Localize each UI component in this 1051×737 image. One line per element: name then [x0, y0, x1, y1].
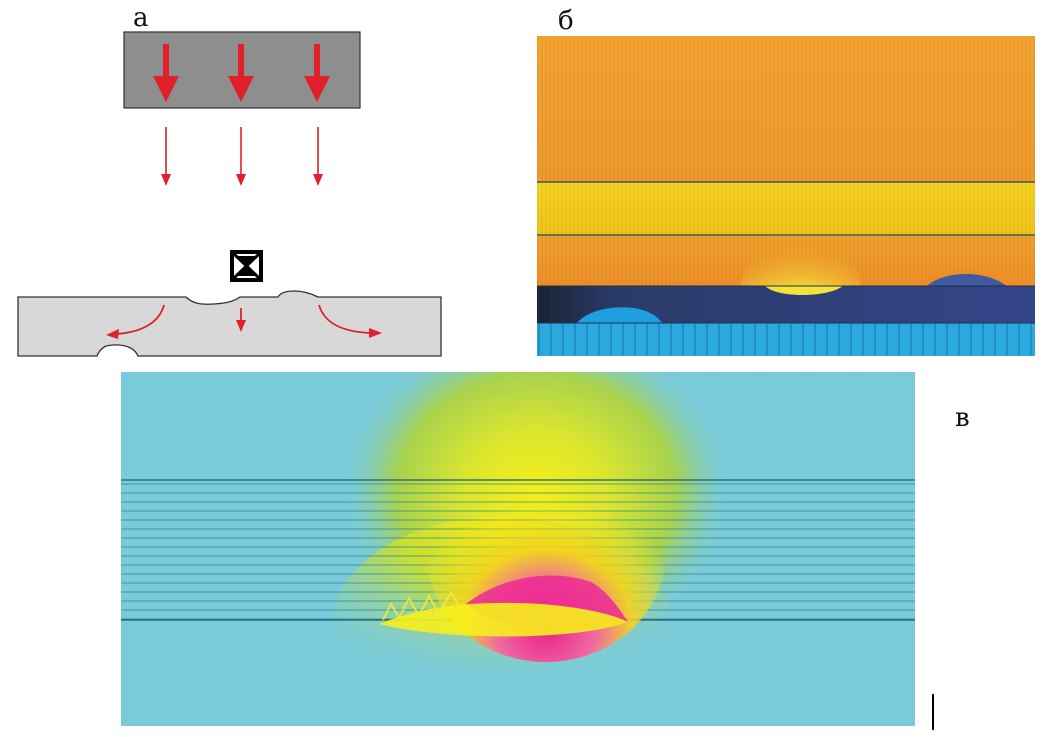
panel-v-field-map [121, 372, 915, 726]
specimen-plate [17, 290, 442, 357]
defect-right-top [927, 273, 1007, 286]
scale-tick-mark [932, 694, 934, 730]
flux-arrow-left [161, 127, 171, 186]
defect-arrows [106, 304, 382, 339]
flux-arrow-right [313, 127, 323, 186]
panel-b-simulation [537, 36, 1035, 356]
defect-edge-ripples [382, 589, 462, 621]
defect-mid-top [765, 286, 843, 295]
panel-label-v: в [955, 403, 970, 433]
defect-arrow-left-curve [106, 304, 165, 339]
source-arrow-center [228, 44, 254, 102]
flux-arrows [161, 127, 323, 186]
panel-label-b: б [558, 6, 574, 36]
crossed-box-icon [230, 250, 263, 282]
source-arrow-right [304, 44, 330, 102]
panel-a-schematic [17, 31, 442, 357]
defect-arrow-right-curve [318, 304, 382, 338]
flux-arrow-center [236, 127, 246, 186]
defect-arrow-center [236, 308, 246, 332]
panel-label-a: а [133, 3, 149, 33]
defect-left-bottom [577, 307, 662, 323]
source-arrows [153, 44, 330, 102]
source-arrow-left [153, 44, 179, 102]
